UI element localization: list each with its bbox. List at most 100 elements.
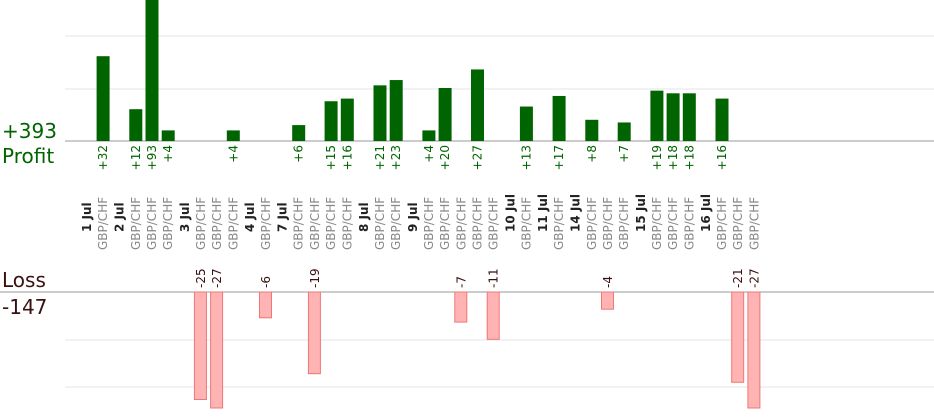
profit-bar xyxy=(161,130,175,141)
profit-bar xyxy=(666,93,680,141)
pair-label: GBP/CHF xyxy=(210,197,224,250)
profit-value-label: +32 xyxy=(96,145,110,170)
loss-value-label: -7 xyxy=(454,276,468,288)
profit-bar xyxy=(471,69,484,141)
profit-value-label: +27 xyxy=(471,145,485,170)
loss-bar xyxy=(193,291,207,400)
pair-label: GBP/CHF xyxy=(747,197,761,250)
profit-value-label: +8 xyxy=(585,145,599,163)
profit-value-label: +20 xyxy=(438,145,452,170)
pair-label: GBP/CHF xyxy=(650,197,664,250)
profit-bar xyxy=(324,101,338,141)
day-label: 3 Jul xyxy=(178,202,192,232)
day-label: 8 Jul xyxy=(357,202,371,232)
profit-bar xyxy=(422,130,436,141)
pair-label: GBP/CHF xyxy=(731,197,745,250)
day-label: 1 Jul xyxy=(80,202,94,232)
loss-value-label: -4 xyxy=(601,276,615,288)
profit-bar xyxy=(682,93,696,141)
pair-label: GBP/CHF xyxy=(161,197,175,250)
profit-value-label: +4 xyxy=(161,145,175,163)
pair-label: GBP/CHF xyxy=(682,197,696,250)
loss-bar xyxy=(486,291,500,340)
profit-value-label: +18 xyxy=(666,145,680,170)
pair-label: GBP/CHF xyxy=(373,197,387,250)
profit-bar xyxy=(96,56,110,142)
pair-label: GBP/CHF xyxy=(259,197,273,250)
loss-value-label: -27 xyxy=(210,268,224,288)
profit-value-label: +19 xyxy=(650,145,664,170)
profit-value-label: +93 xyxy=(145,145,159,170)
pair-label: GBP/CHF xyxy=(292,197,306,250)
pair-label: GBP/CHF xyxy=(129,197,143,250)
profit-bar xyxy=(715,98,729,141)
profit-bar xyxy=(519,106,533,141)
pair-label: GBP/CHF xyxy=(96,197,110,250)
day-label: 2 Jul xyxy=(113,202,127,232)
loss-bar xyxy=(259,291,272,319)
loss-value-label: -27 xyxy=(747,268,761,288)
profit-value-label: +4 xyxy=(422,145,436,163)
loss-value-label: -21 xyxy=(731,268,745,288)
loss-bar xyxy=(747,291,761,409)
pair-label: GBP/CHF xyxy=(389,197,403,250)
profit-bar xyxy=(438,88,452,141)
profit-value-label: +12 xyxy=(129,145,143,170)
loss-bar xyxy=(731,291,745,383)
pair-label: GBP/CHF xyxy=(487,197,501,250)
pair-label: GBP/CHF xyxy=(324,197,338,250)
pair-label: GBP/CHF xyxy=(666,197,680,250)
pair-label: GBP/CHF xyxy=(601,197,615,250)
profit-value-label: +16 xyxy=(715,145,729,170)
profit-bar xyxy=(552,95,566,141)
profit-value-label: +17 xyxy=(552,145,566,170)
profit-bar xyxy=(650,90,664,141)
profit-bar xyxy=(373,85,387,141)
loss-bar xyxy=(601,291,614,310)
loss-value-label: -19 xyxy=(308,268,322,288)
pair-label: GBP/CHF xyxy=(585,197,599,250)
day-label: 14 Jul xyxy=(569,194,583,232)
profit-value-label: +21 xyxy=(373,145,387,170)
profit-bar xyxy=(292,125,306,141)
pair-label: GBP/CHF xyxy=(454,197,468,250)
pair-label: GBP/CHF xyxy=(226,197,240,250)
day-label: 7 Jul xyxy=(276,202,290,232)
profit-value-label: +16 xyxy=(340,145,354,170)
pair-label: GBP/CHF xyxy=(438,197,452,250)
pair-label: GBP/CHF xyxy=(194,197,208,250)
pair-label: GBP/CHF xyxy=(340,197,354,250)
pair-label: GBP/CHF xyxy=(617,197,631,250)
day-label: 4 Jul xyxy=(243,202,257,232)
pair-label: GBP/CHF xyxy=(145,197,159,250)
loss-bar xyxy=(210,291,224,409)
profit-bar xyxy=(226,130,240,141)
profit-value-label: +18 xyxy=(682,145,696,170)
profit-label: Profit xyxy=(2,144,54,168)
loss-value-label: -11 xyxy=(487,268,501,288)
loss-value-label: -6 xyxy=(259,276,273,288)
pair-label: GBP/CHF xyxy=(471,197,485,250)
pair-label: GBP/CHF xyxy=(552,197,566,250)
day-label: 16 Jul xyxy=(699,194,713,232)
loss-label: Loss xyxy=(2,268,46,292)
profit-bar xyxy=(340,98,354,141)
profit-bar xyxy=(585,119,599,141)
profit-value-label: +7 xyxy=(617,145,631,163)
pair-label: GBP/CHF xyxy=(308,197,322,250)
profit-value-label: +4 xyxy=(226,145,240,163)
day-label: 11 Jul xyxy=(536,194,550,232)
loss-bar xyxy=(454,291,468,323)
grid-lines xyxy=(65,35,934,388)
profit-value-label: +13 xyxy=(519,145,533,170)
profit-bar xyxy=(145,0,159,141)
pair-label: GBP/CHF xyxy=(422,197,436,250)
pair-label: GBP/CHF xyxy=(519,197,533,250)
pair-label: GBP/CHF xyxy=(715,197,729,250)
profit-value-label: +6 xyxy=(292,145,306,163)
profit-value-label: +15 xyxy=(324,145,338,170)
day-label: 15 Jul xyxy=(634,194,648,232)
day-label: 9 Jul xyxy=(406,202,420,232)
chart-marks: 1 Jul GBP/CHF +32 2 Jul GBP/CHF +12 GBP/CHF +93… xyxy=(80,0,761,409)
